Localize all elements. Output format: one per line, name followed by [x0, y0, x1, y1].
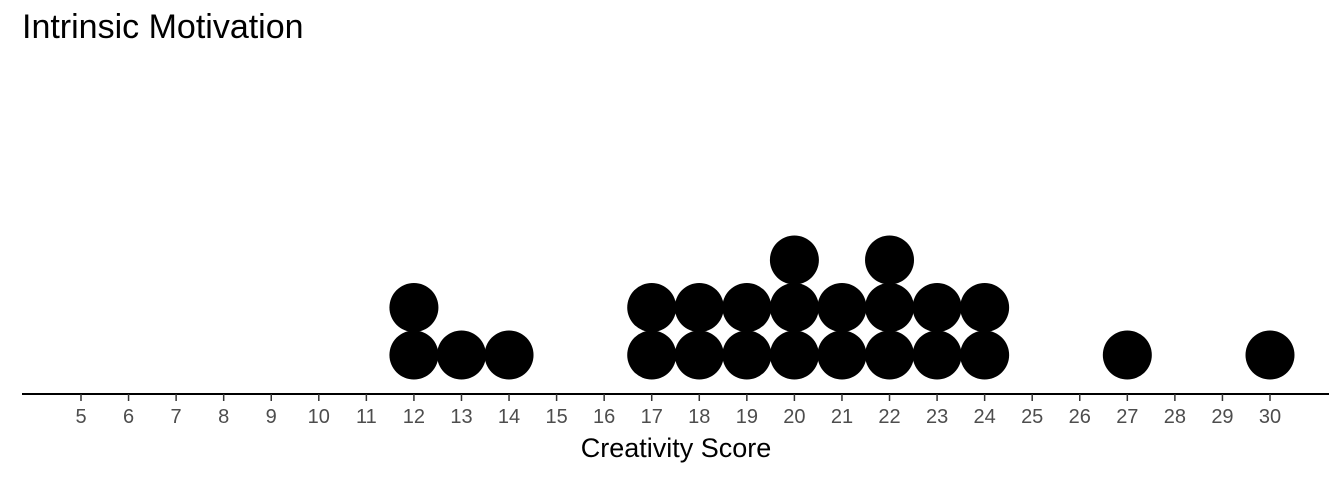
data-dot — [484, 330, 534, 380]
x-tick-label: 8 — [218, 406, 229, 428]
x-tick-label: 19 — [736, 406, 758, 428]
data-dot — [389, 330, 439, 380]
x-tick-label: 30 — [1259, 406, 1281, 428]
x-tick-label: 13 — [450, 406, 472, 428]
data-dot — [817, 330, 867, 380]
x-tick-label: 10 — [308, 406, 330, 428]
x-tick-label: 15 — [545, 406, 567, 428]
data-dot — [865, 330, 915, 380]
x-tick-label: 20 — [783, 406, 805, 428]
x-tick-label: 17 — [641, 406, 663, 428]
x-axis-title: Creativity Score — [581, 433, 772, 463]
data-dot — [1245, 330, 1295, 380]
data-dot — [960, 283, 1010, 332]
data-dot — [674, 330, 724, 380]
x-tick-label: 22 — [878, 406, 900, 428]
x-tick-label: 21 — [831, 406, 853, 428]
data-dot — [674, 283, 724, 332]
x-tick-label: 16 — [593, 406, 615, 428]
data-dot — [912, 330, 962, 380]
x-tick-label: 7 — [171, 406, 182, 428]
data-dot — [865, 235, 915, 285]
dots-layer — [389, 235, 1295, 380]
data-dot — [627, 283, 677, 332]
x-tick-label: 6 — [123, 406, 134, 428]
x-tick-label: 11 — [356, 406, 377, 428]
x-tick-label: 25 — [1021, 406, 1043, 428]
data-dot — [769, 330, 819, 380]
data-dot — [912, 283, 962, 332]
data-dot — [960, 330, 1010, 380]
data-dot — [769, 283, 819, 332]
data-dot — [1102, 330, 1152, 380]
x-tick-label: 5 — [75, 406, 86, 428]
x-tick-label: 18 — [688, 406, 710, 428]
data-dot — [627, 330, 677, 380]
data-dot — [436, 330, 486, 380]
data-dot — [769, 235, 819, 285]
x-tick-label: 26 — [1069, 406, 1091, 428]
data-dot — [722, 330, 772, 380]
data-dot — [389, 283, 439, 332]
x-tick-label: 14 — [498, 406, 520, 428]
data-dot — [817, 283, 867, 332]
data-dot — [722, 283, 772, 332]
x-axis-ticks: 5 6 7 8 9 10 11 12 13 14 15 16 17 18 19 20 21 22 23 24 25 26 2… — [75, 394, 1281, 428]
x-tick-label: 24 — [974, 406, 996, 428]
x-tick-label: 23 — [926, 406, 948, 428]
chart-title: Intrinsic Motivation — [22, 8, 304, 46]
x-tick-label: 28 — [1164, 406, 1186, 428]
data-dot — [865, 283, 915, 332]
x-tick-label: 9 — [266, 406, 277, 428]
x-tick-label: 12 — [403, 406, 425, 428]
x-tick-label: 29 — [1211, 406, 1233, 428]
x-tick-label: 27 — [1116, 406, 1138, 428]
